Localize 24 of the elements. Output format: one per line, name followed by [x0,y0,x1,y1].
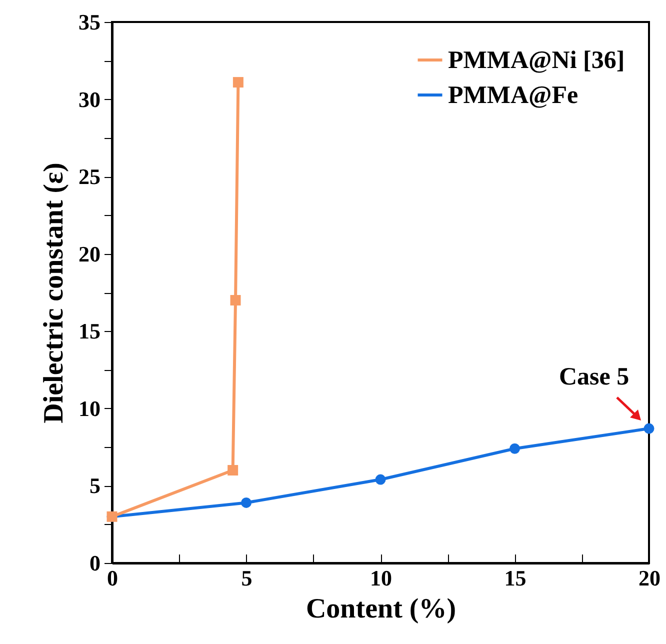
point [241,497,252,508]
y-tick-label: 20 [78,241,100,266]
y-tick-label: 10 [78,396,100,421]
y-axis-title: Dielectric constant (ε) [38,162,70,424]
point [510,443,520,454]
point [232,77,244,88]
legend-label: PMMA@Ni [36] [448,47,625,74]
x-tick-label: 10 [370,566,392,590]
x-tick-label: 0 [107,566,118,590]
point [228,465,238,476]
x-axis-title: Content (%) [306,594,456,624]
point [644,423,654,434]
legend-label: PMMA@Fe [448,82,578,109]
y-tick-label: 35 [78,10,100,34]
x-tick-label: 5 [241,566,252,590]
y-tick-label: 5 [90,473,100,498]
x-tick-label: 15 [504,566,526,590]
annotation: Case 5 [558,364,630,391]
point [230,294,241,306]
y-tick-label: 30 [78,86,100,112]
y-tick-label: 15 [78,318,100,344]
x-tick-label: 20 [638,566,660,590]
y-tick-label: 25 [78,164,100,190]
point [375,474,386,485]
